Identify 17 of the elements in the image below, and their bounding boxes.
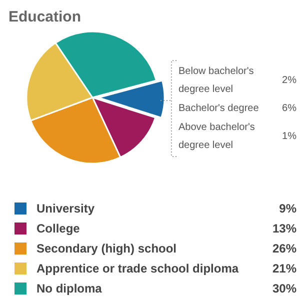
text: 1% — [282, 131, 297, 142]
chart-title: Education — [8, 8, 82, 26]
text: 6% — [282, 103, 297, 114]
data-label: 30% — [272, 282, 297, 296]
data-label: 13% — [272, 222, 297, 236]
data-label: 21% — [272, 262, 297, 276]
legend-label: Secondary (high) school — [36, 242, 177, 256]
legend-label: Apprentice or trade school diploma — [36, 262, 239, 276]
legend-label: University — [36, 202, 95, 216]
legend-label: No diploma — [36, 282, 102, 296]
legend-label: College — [36, 222, 80, 236]
text: 2% — [282, 75, 297, 86]
data-label: 26% — [272, 242, 297, 256]
data-label: 9% — [279, 202, 297, 216]
text: Below bachelor's degree level — [178, 66, 254, 95]
text: Bachelor's degree — [178, 103, 260, 114]
text: Above bachelor's degree level — [178, 122, 255, 151]
